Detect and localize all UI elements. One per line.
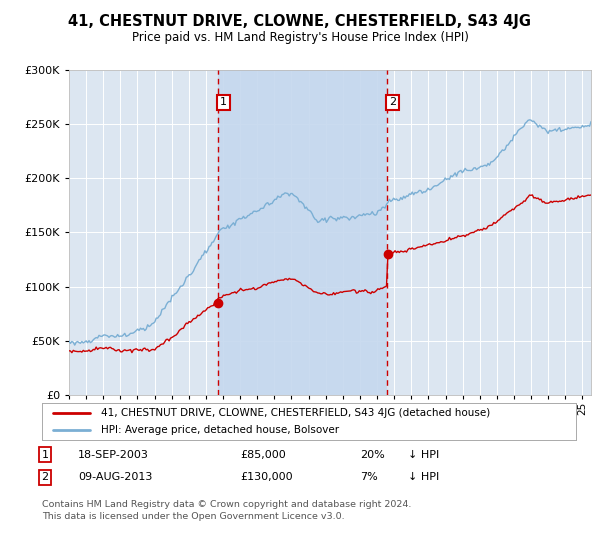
Text: 1: 1	[220, 97, 227, 108]
Text: ↓ HPI: ↓ HPI	[408, 472, 439, 482]
Text: £130,000: £130,000	[240, 472, 293, 482]
Text: Price paid vs. HM Land Registry's House Price Index (HPI): Price paid vs. HM Land Registry's House …	[131, 31, 469, 44]
Bar	[218, 70, 388, 395]
Text: 2: 2	[389, 97, 396, 108]
Text: HPI: Average price, detached house, Bolsover: HPI: Average price, detached house, Bols…	[101, 425, 339, 435]
Text: Contains HM Land Registry data © Crown copyright and database right 2024.
This d: Contains HM Land Registry data © Crown c…	[42, 500, 412, 521]
Text: 1: 1	[41, 450, 49, 460]
Text: ↓ HPI: ↓ HPI	[408, 450, 439, 460]
Text: £85,000: £85,000	[240, 450, 286, 460]
Text: 41, CHESTNUT DRIVE, CLOWNE, CHESTERFIELD, S43 4JG (detached house): 41, CHESTNUT DRIVE, CLOWNE, CHESTERFIELD…	[101, 408, 490, 418]
Text: 7%: 7%	[360, 472, 378, 482]
Text: 20%: 20%	[360, 450, 385, 460]
Text: 18-SEP-2003: 18-SEP-2003	[78, 450, 149, 460]
Text: 41, CHESTNUT DRIVE, CLOWNE, CHESTERFIELD, S43 4JG: 41, CHESTNUT DRIVE, CLOWNE, CHESTERFIELD…	[68, 14, 532, 29]
Text: 2: 2	[41, 472, 49, 482]
Text: 09-AUG-2013: 09-AUG-2013	[78, 472, 152, 482]
